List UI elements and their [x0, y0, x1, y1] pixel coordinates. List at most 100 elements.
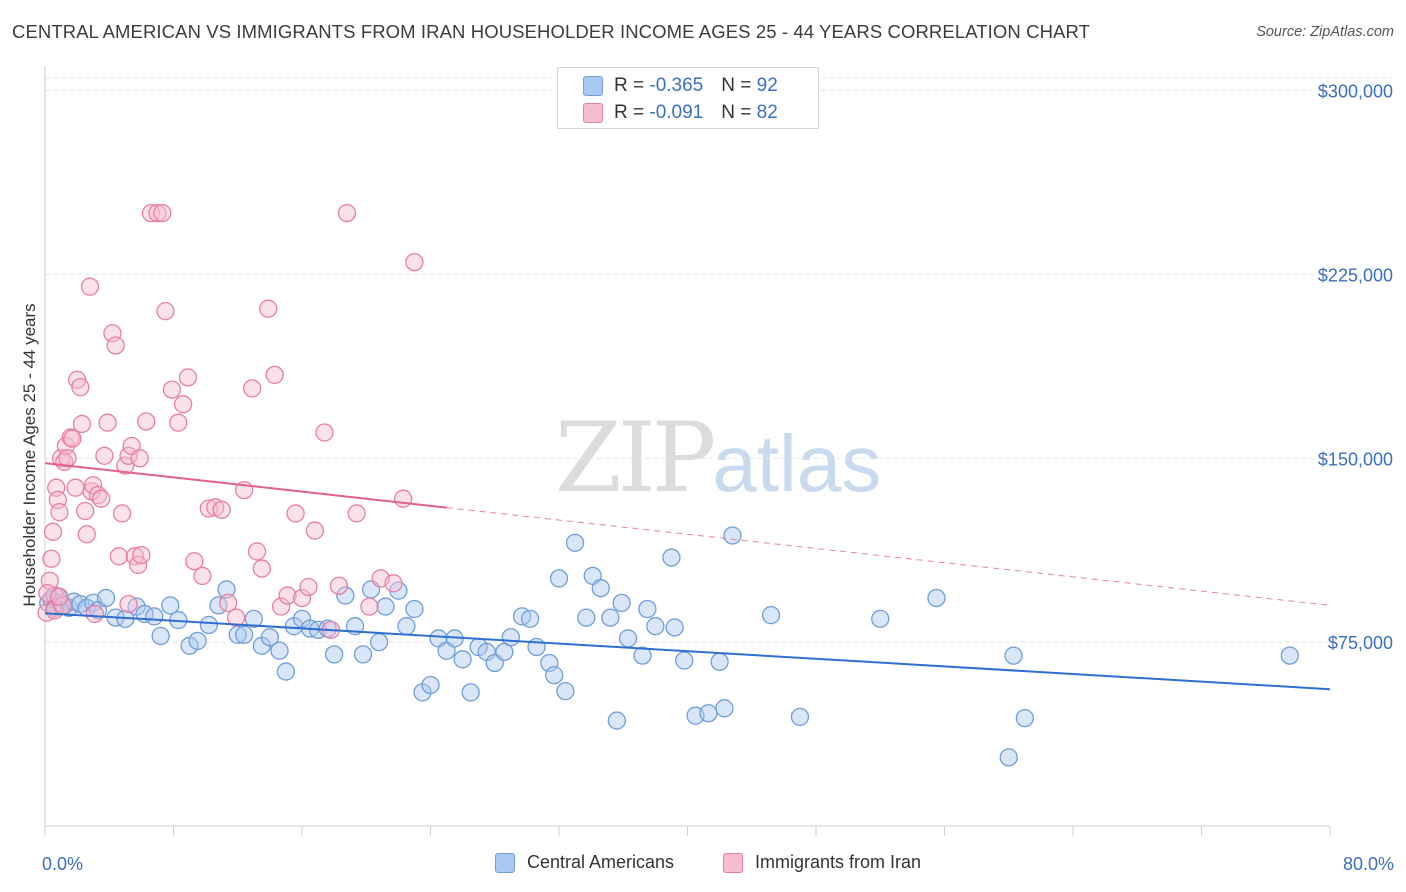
point-central — [276, 662, 296, 681]
point-iran — [247, 542, 267, 561]
point-iran — [76, 501, 95, 521]
point-central — [324, 645, 344, 664]
point-central — [723, 526, 742, 545]
legend-swatch-iran — [723, 852, 743, 873]
point-iran — [119, 594, 138, 614]
y-tick-label: $225,000 — [1318, 265, 1393, 285]
point-iran — [153, 203, 172, 223]
point-iran — [169, 413, 188, 432]
point-iran — [384, 574, 403, 593]
r-label: R = — [614, 102, 650, 123]
point-iran — [130, 449, 149, 468]
point-iran — [405, 252, 424, 272]
point-iran — [259, 299, 278, 318]
point-central — [1015, 708, 1034, 728]
point-central — [549, 569, 569, 588]
n-value: 92 — [756, 75, 778, 96]
point-iran — [50, 587, 69, 606]
point-central — [607, 711, 626, 730]
point-central — [217, 580, 236, 599]
legend-label-central: Central Americans — [527, 852, 675, 872]
point-iran — [243, 379, 262, 398]
stats-text-iran: R = -0.091 N = 82 — [614, 102, 778, 124]
n-label: N = — [721, 75, 757, 96]
point-iran — [77, 525, 96, 544]
point-iran — [116, 456, 135, 475]
stats-swatch-iran — [583, 103, 603, 123]
point-iran — [226, 608, 246, 627]
stats-swatch-central — [583, 76, 603, 96]
point-iran — [85, 604, 104, 624]
point-iran — [92, 489, 111, 508]
point-iran — [212, 500, 231, 519]
point-central — [633, 646, 652, 665]
point-central — [96, 588, 116, 608]
x-tick-label-min: 0.0% — [42, 854, 83, 874]
point-iran — [337, 203, 357, 223]
point-iran — [278, 586, 297, 605]
point-central — [577, 608, 596, 627]
point-iran — [72, 414, 92, 434]
point-iran — [106, 336, 125, 355]
chart-title: CENTRAL AMERICAN VS IMMIGRANTS FROM IRAN… — [12, 21, 1090, 42]
point-central — [545, 666, 564, 685]
x-tick-label-max: 80.0% — [1343, 854, 1394, 874]
point-central — [161, 596, 180, 615]
point-iran — [119, 446, 138, 465]
point-iran — [185, 552, 204, 571]
point-central — [520, 609, 540, 628]
point-iran — [193, 566, 212, 586]
point-iran — [112, 504, 132, 523]
legend-item-central[interactable]: Central Americans — [495, 852, 674, 873]
point-central — [1280, 646, 1299, 665]
point-iran — [71, 378, 90, 397]
point-central — [405, 599, 424, 619]
source-label: Source: ZipAtlas.com — [1256, 24, 1394, 40]
point-central — [556, 682, 575, 701]
point-iran — [38, 583, 57, 603]
watermark-atlas: atlas — [712, 419, 882, 508]
trendline-central — [44, 612, 1331, 691]
point-central — [710, 652, 729, 671]
legend-label-iran: Immigrants from Iran — [755, 852, 922, 872]
point-iran — [347, 504, 366, 523]
point-iran — [178, 368, 198, 387]
point-iran — [95, 446, 114, 465]
point-central — [501, 628, 520, 647]
point-iran — [42, 549, 61, 568]
point-central — [353, 645, 373, 664]
point-central — [1004, 646, 1023, 665]
point-iran — [299, 577, 318, 597]
point-central — [638, 599, 657, 619]
point-central — [453, 650, 472, 669]
point-iran — [43, 522, 63, 541]
legend-swatch-central — [495, 852, 515, 873]
point-iran — [315, 423, 334, 442]
point-iran — [271, 597, 291, 616]
point-central — [618, 629, 638, 648]
point-central — [244, 609, 263, 628]
point-iran — [265, 365, 284, 385]
point-iran — [162, 380, 182, 399]
point-iran — [173, 395, 193, 414]
point-central — [761, 606, 781, 625]
point-central — [235, 625, 254, 644]
point-central — [675, 651, 694, 670]
point-central — [999, 748, 1018, 767]
y-tick-label: $300,000 — [1318, 82, 1393, 102]
point-iran — [50, 503, 69, 522]
point-iran — [252, 559, 271, 578]
point-central — [591, 579, 610, 598]
point-iran — [218, 593, 238, 613]
point-iran — [109, 547, 129, 566]
point-central — [662, 548, 681, 567]
legend-item-iran[interactable]: Immigrants from Iran — [723, 852, 921, 873]
trendline-iran-dashed — [446, 507, 1331, 606]
point-central — [376, 597, 395, 616]
point-central — [260, 628, 280, 647]
y-axis-label: Householder Income Ages 25 - 44 years — [20, 303, 39, 606]
stats-text-central: R = -0.365 N = 92 — [614, 75, 778, 97]
r-label: R = — [614, 75, 650, 96]
point-central — [646, 617, 665, 636]
